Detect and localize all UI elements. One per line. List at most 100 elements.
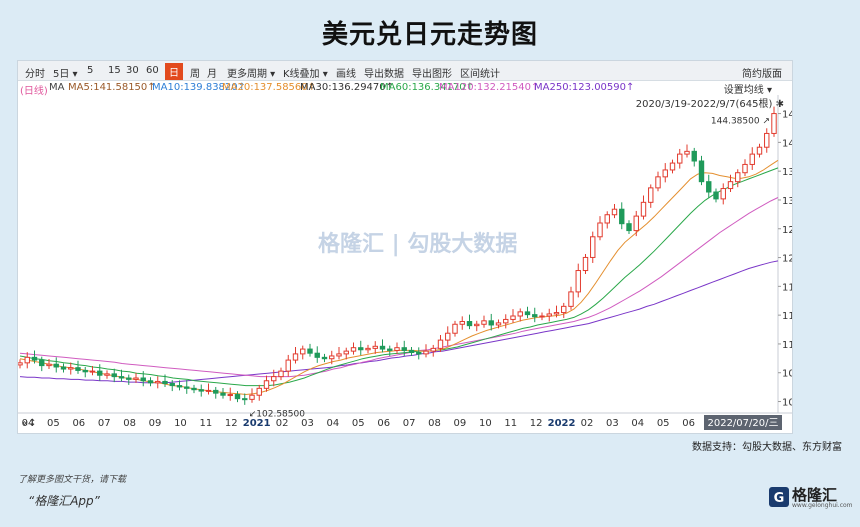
pin-icon[interactable]: ✱ bbox=[775, 99, 784, 110]
toolbar-item-1[interactable]: 5日 ▾ bbox=[53, 69, 78, 80]
toolbar-item-3[interactable]: 15 bbox=[108, 65, 121, 76]
ma60-line bbox=[19, 167, 779, 387]
candle-body bbox=[31, 356, 38, 361]
toolbar-item-4[interactable]: 30 bbox=[126, 65, 139, 76]
candle-body bbox=[423, 350, 429, 355]
candle-body bbox=[53, 363, 59, 368]
candle-body bbox=[176, 385, 183, 388]
toolbar-item-8[interactable]: 月 bbox=[207, 69, 217, 80]
toolbar-item-6[interactable]: 日 bbox=[165, 63, 183, 80]
svg-text:G: G bbox=[774, 491, 785, 506]
cursor-date-label: 2022/07/20/三 bbox=[707, 418, 778, 429]
candle-body bbox=[553, 312, 560, 315]
x-tick-label: 10 bbox=[479, 418, 492, 429]
x-tick-label: 11 bbox=[199, 418, 212, 429]
candle-body bbox=[350, 347, 357, 352]
ma250-line bbox=[19, 260, 779, 384]
ma-label-1: MA bbox=[49, 82, 65, 93]
candle-body bbox=[329, 355, 335, 360]
cursor-date-box: 2022/07/20/三 bbox=[704, 415, 782, 430]
toolbar-item-10[interactable]: K线叠加 ▾ bbox=[283, 69, 328, 80]
candle-body bbox=[205, 389, 212, 392]
download-note: 了解更多图文干货，请下载 bbox=[18, 475, 127, 485]
candle-body bbox=[582, 256, 589, 272]
candle-body bbox=[488, 320, 494, 326]
brand-logo: G 格隆汇 www.gelonghui.com bbox=[768, 478, 853, 516]
candle-body bbox=[394, 347, 400, 351]
candle-body bbox=[742, 163, 748, 174]
candle-body bbox=[481, 320, 487, 325]
candle-body bbox=[474, 323, 480, 327]
candle-body bbox=[82, 369, 88, 373]
candle-body bbox=[727, 181, 734, 190]
x-tick-label: 09 bbox=[454, 418, 467, 429]
candle-body bbox=[89, 370, 96, 373]
x-tick-label: 11 bbox=[504, 418, 517, 429]
candle-body bbox=[227, 394, 233, 397]
candle-body bbox=[220, 392, 226, 396]
ma-settings-button[interactable]: 设置均线 ▾ bbox=[723, 85, 772, 96]
toolbar-item-11[interactable]: 画线 bbox=[336, 69, 356, 80]
toolbar-item-9[interactable]: 更多周期 ▾ bbox=[227, 69, 276, 80]
x-tick-label: 09 bbox=[149, 418, 162, 429]
candle-body bbox=[445, 332, 451, 341]
x-tick-label: 08 bbox=[123, 418, 136, 429]
toolbar-item-13[interactable]: 导出图形 bbox=[412, 69, 452, 80]
candle-body bbox=[358, 347, 364, 351]
toolbar-item-14[interactable]: 区间统计 bbox=[460, 69, 500, 80]
y-tick-label: 127.66500 bbox=[782, 225, 792, 236]
candle-body bbox=[60, 366, 67, 370]
ma20-line bbox=[19, 159, 779, 396]
ma-label-8: MA250:123.00590↑ bbox=[534, 82, 635, 93]
candle-body bbox=[24, 356, 30, 364]
candle-body bbox=[133, 377, 139, 380]
toolbar-item-7[interactable]: 周 bbox=[190, 69, 200, 80]
candle-body bbox=[39, 359, 45, 367]
candle-body bbox=[68, 367, 74, 370]
candle-body bbox=[568, 291, 574, 307]
candle-body bbox=[271, 376, 277, 382]
x-tick-label: 02 bbox=[581, 418, 594, 429]
candle-body bbox=[147, 380, 154, 384]
candle-body bbox=[408, 349, 415, 354]
toolbar-item-5[interactable]: 60 bbox=[146, 65, 159, 76]
candle-body bbox=[684, 150, 690, 155]
chart-toolbar: 分时 5日 ▾ 5 15 30 60 日周月更多周期 ▾ K线叠加 ▾ 画线 导出数据 导出图形 区间… bbox=[18, 61, 792, 81]
candle-body bbox=[517, 311, 523, 317]
x-tick-label: 06 bbox=[72, 418, 85, 429]
candle-body bbox=[300, 348, 306, 355]
candle-body bbox=[655, 176, 661, 189]
x-tick-label: 05 bbox=[657, 418, 670, 429]
toolbar-item-12[interactable]: 导出数据 bbox=[364, 69, 404, 80]
candle-body bbox=[213, 389, 219, 394]
candle-body bbox=[611, 208, 618, 216]
ma-label-3: MA10:139.83820↑ bbox=[152, 82, 247, 93]
candle-body bbox=[495, 322, 502, 326]
candle-body bbox=[249, 394, 255, 400]
x-tick-label: 07 bbox=[98, 418, 111, 429]
y-tick-label: 119.30500 bbox=[782, 282, 792, 293]
data-source: 数据支持：勾股大数据、东方财富 bbox=[692, 442, 842, 453]
y-tick-label: 110.94500 bbox=[782, 340, 792, 351]
candle-body bbox=[104, 373, 110, 376]
candle-body bbox=[379, 345, 386, 350]
candle-body bbox=[75, 367, 81, 371]
candle-body bbox=[437, 339, 444, 349]
x-tick-label: 06 bbox=[377, 418, 390, 429]
toolbar-item-0[interactable]: 分时 bbox=[25, 69, 45, 80]
candle-body bbox=[401, 347, 407, 351]
candle-body bbox=[698, 160, 705, 183]
candle-body bbox=[510, 315, 516, 320]
candle-body bbox=[278, 370, 284, 378]
candle-body bbox=[597, 222, 603, 238]
toolbar-item-2[interactable]: 5 bbox=[87, 65, 94, 76]
candle-body bbox=[46, 363, 52, 367]
candle-body bbox=[756, 146, 763, 155]
x-tick-label: 12 bbox=[225, 418, 238, 429]
page-title: 美元兑日元走势图 bbox=[321, 20, 538, 50]
ma-label-2: MA5:141.58150↑ bbox=[68, 82, 156, 93]
toolbar-right-0[interactable]: 简约版面 bbox=[742, 69, 782, 80]
candle-body bbox=[619, 208, 625, 225]
candle-body bbox=[234, 394, 241, 400]
ma-legend: (日线) MA MA5:141.58150↑ MA10:139.83820↑ MA20:… bbox=[18, 82, 792, 97]
